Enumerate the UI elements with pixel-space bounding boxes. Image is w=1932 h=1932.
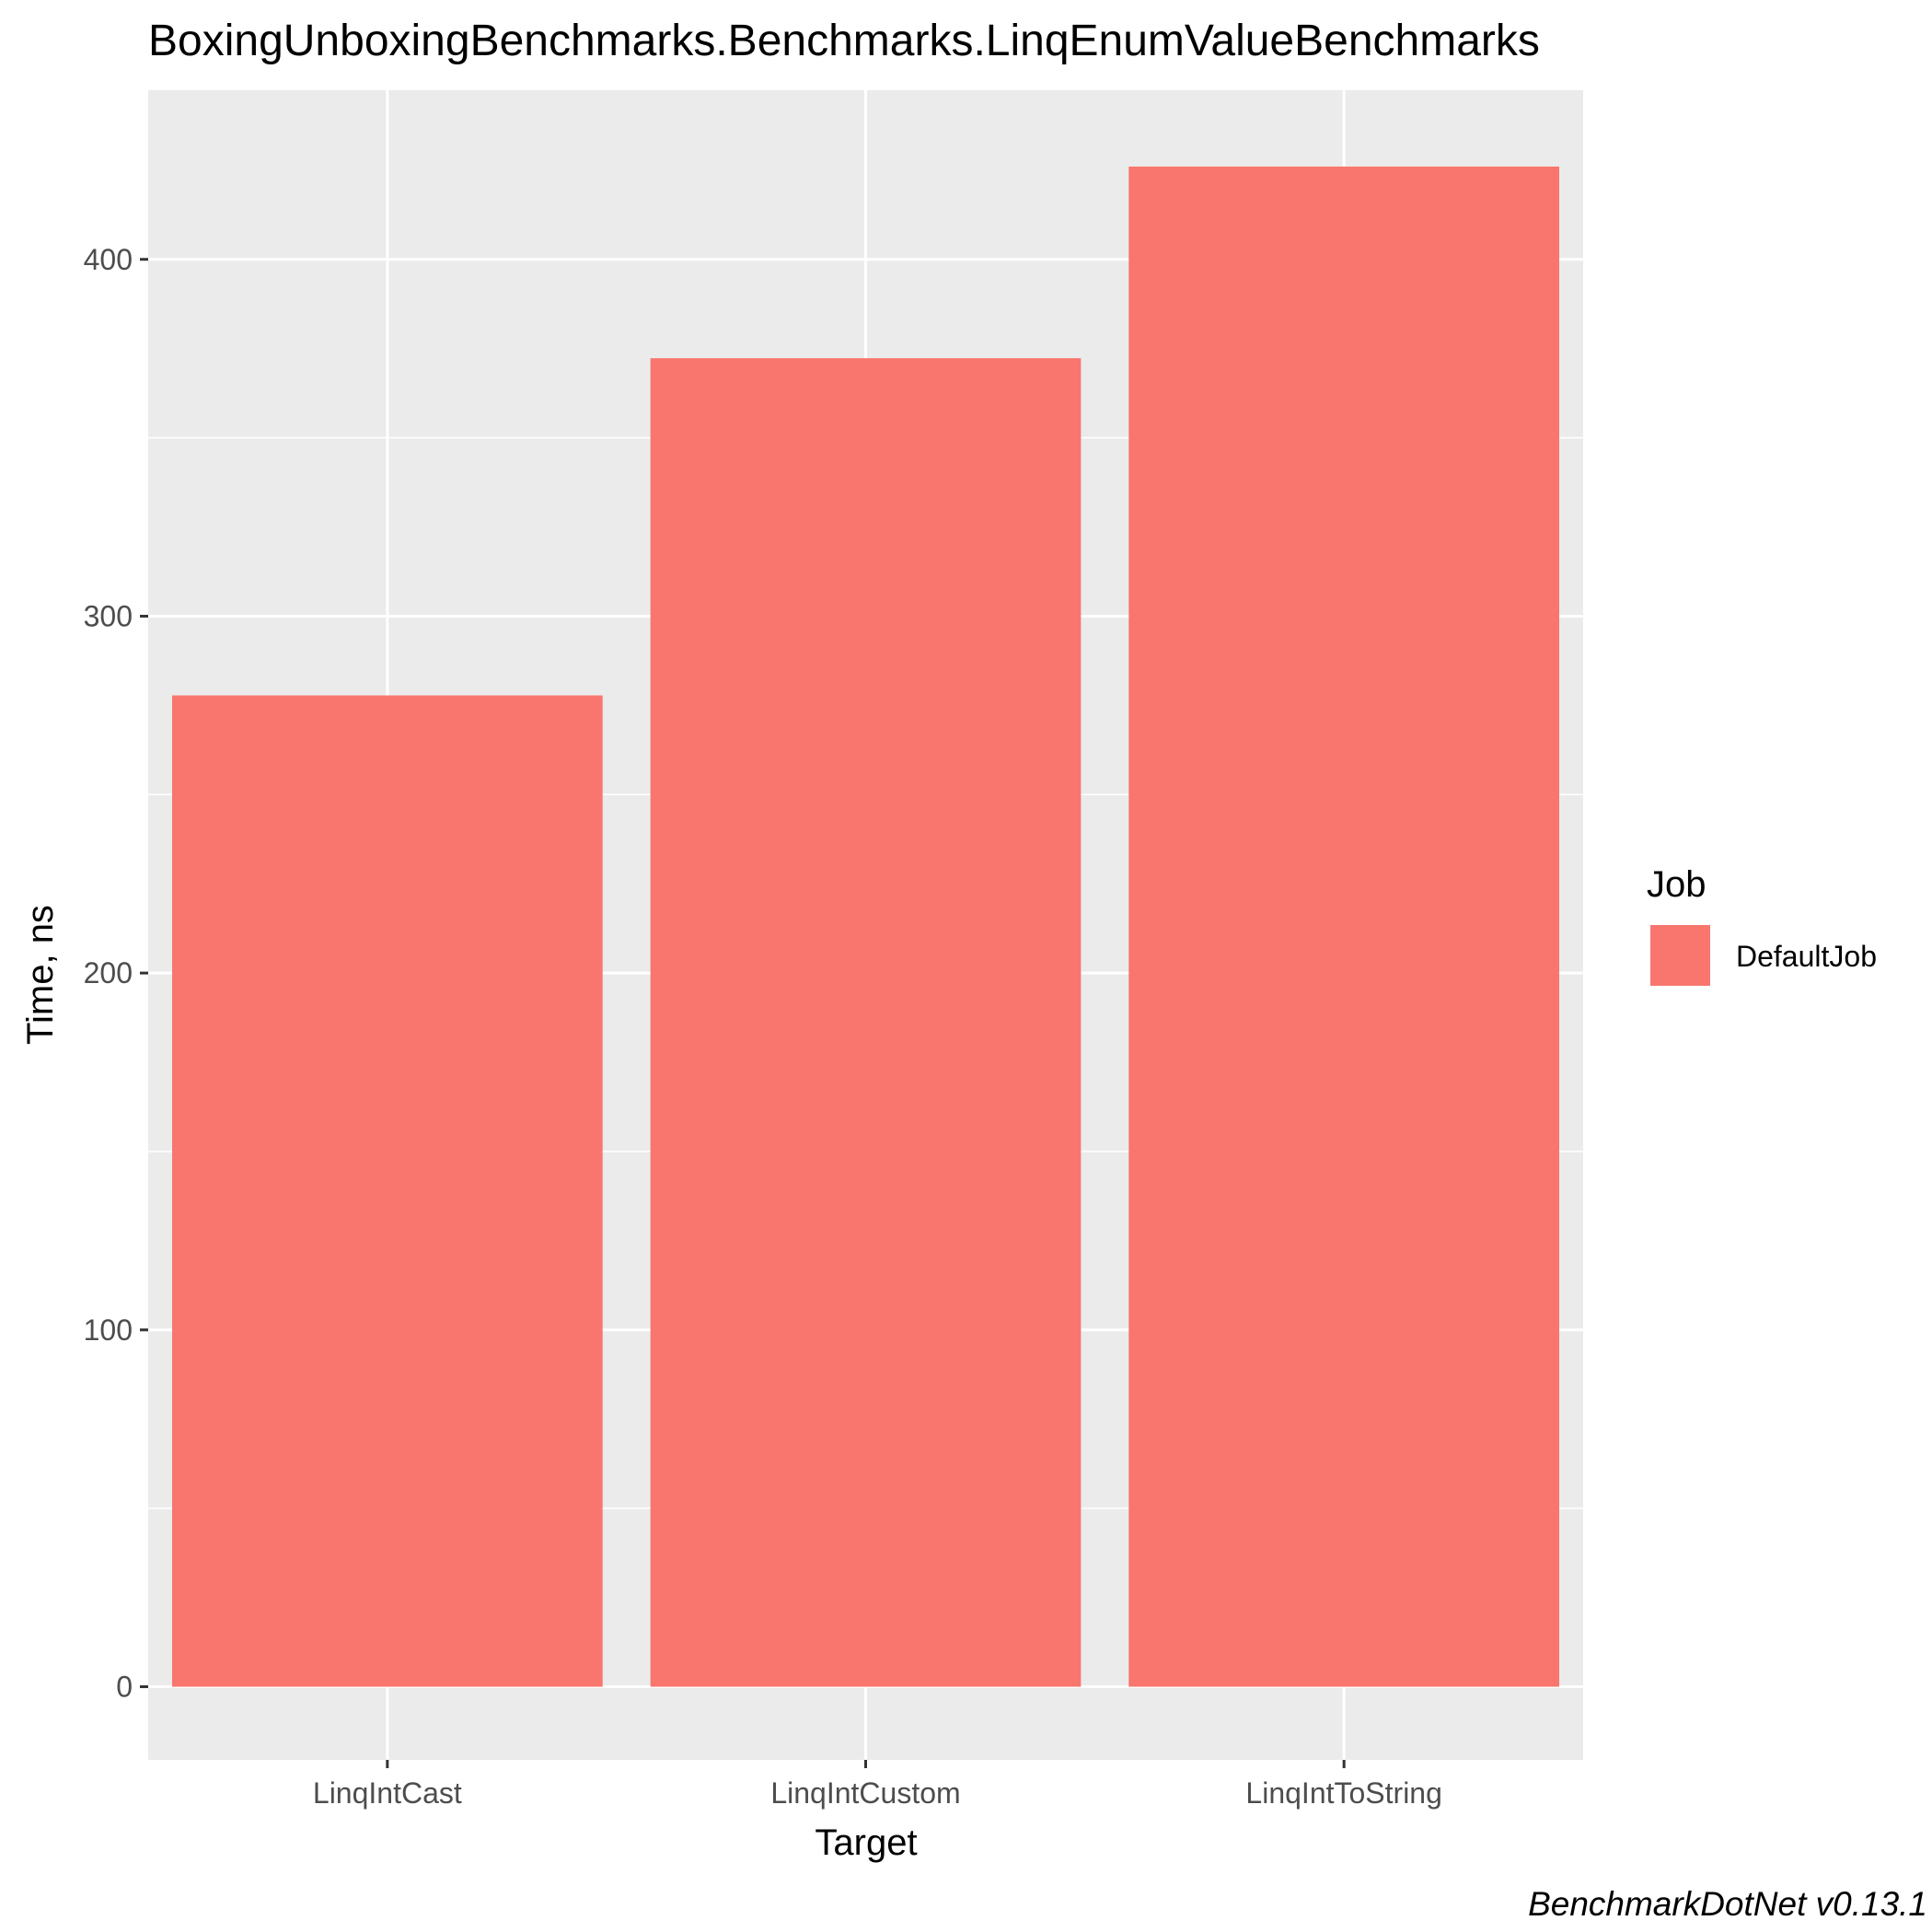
axes: 0 100 200 300 400 LinqIntCast LinqIntCustom Lin… <box>84 243 1442 1810</box>
legend-key-defaultjob <box>1650 925 1710 986</box>
legend-label-defaultjob: DefaultJob <box>1736 940 1877 973</box>
legend: Job DefaultJob <box>1647 864 1877 986</box>
x-tick-label: LinqIntCast <box>313 1776 462 1810</box>
y-tick-label: 200 <box>84 956 133 989</box>
chart-title: BoxingUnboxingBenchmarks.Benchmarks.Linq… <box>148 17 1540 65</box>
y-axis-title: Time, ns <box>20 905 61 1045</box>
bar-linqintcustom <box>650 358 1082 1687</box>
y-tick-label: 300 <box>84 599 133 632</box>
x-tick-label: LinqIntCustom <box>770 1776 960 1810</box>
legend-title: Job <box>1647 864 1706 905</box>
y-tick-label: 0 <box>116 1671 133 1704</box>
bars <box>171 166 1560 1687</box>
x-tick-label: LinqIntToString <box>1245 1776 1441 1810</box>
bar-linqinttostring <box>1128 166 1560 1687</box>
x-axis-title: Target <box>815 1822 917 1863</box>
y-tick-label: 100 <box>84 1313 133 1347</box>
caption: BenchmarkDotNet v0.13.1 <box>1528 1885 1927 1923</box>
bar-linqintcast <box>171 695 603 1687</box>
y-tick-label: 400 <box>84 243 133 276</box>
